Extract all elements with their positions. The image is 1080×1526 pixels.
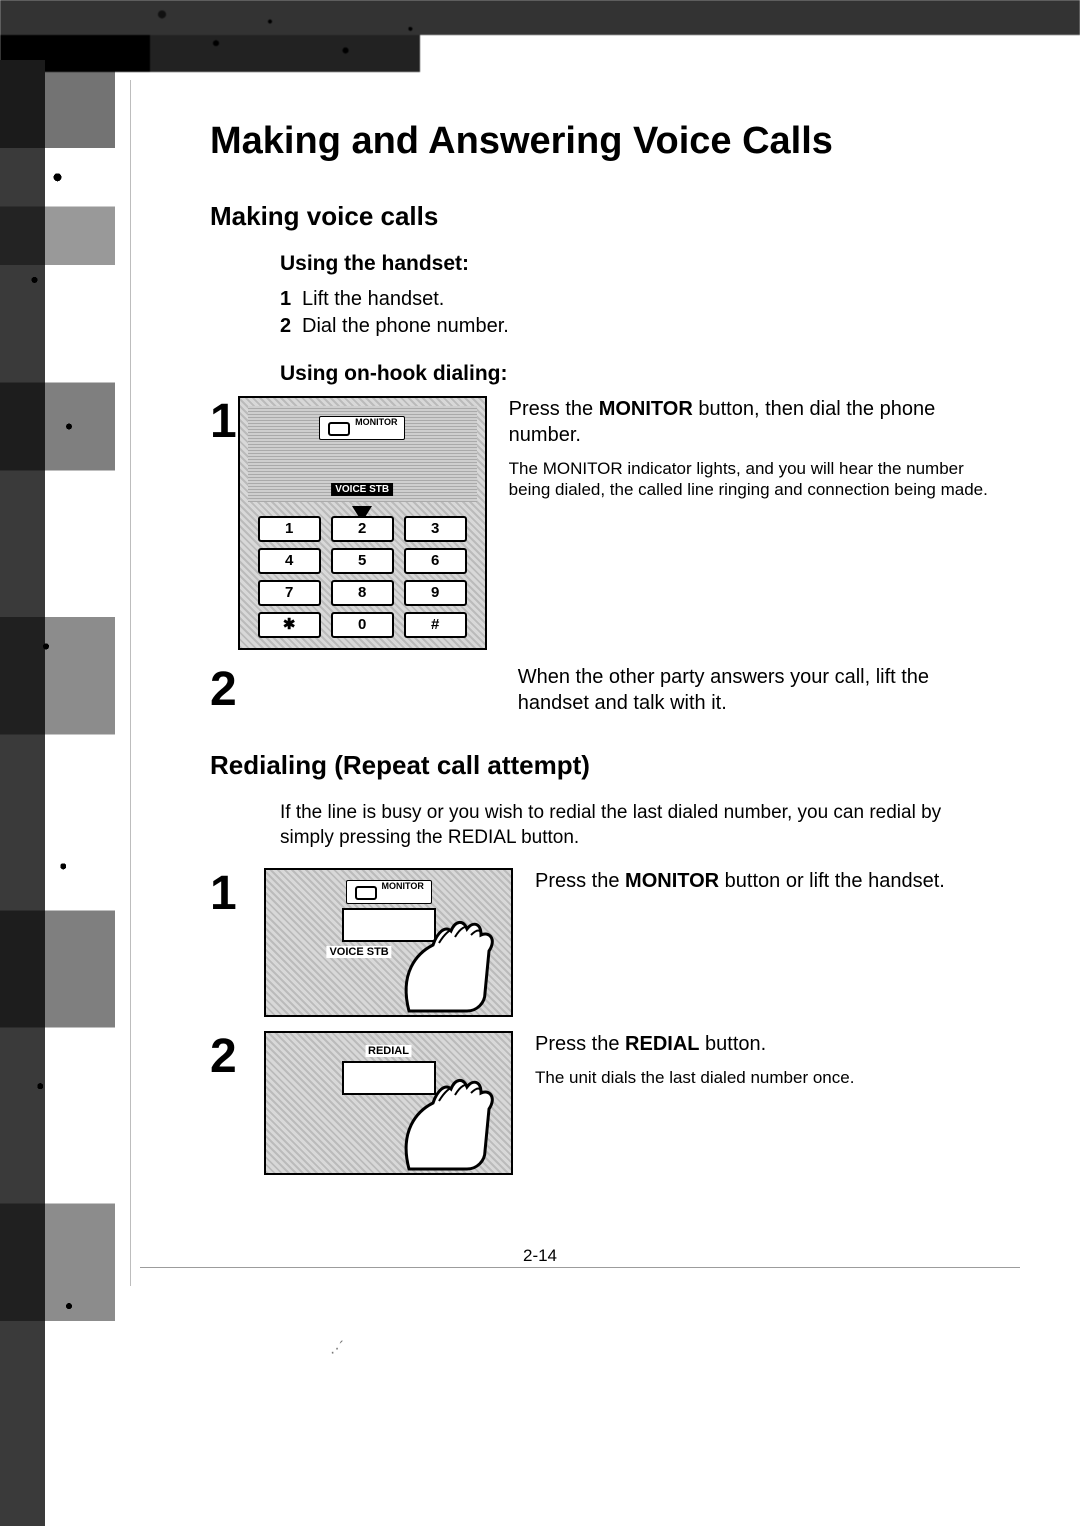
monitor-button-label: MONITOR (381, 881, 425, 891)
redial-step-2-desc: Press the REDIAL button. The unit dials … (513, 1031, 990, 1088)
step-number: 2 (280, 313, 302, 340)
keypad-key: 0 (331, 612, 394, 638)
scan-noise-left (0, 60, 115, 1526)
handset-steps: 1Lift the handset. 2Dial the phone numbe… (210, 286, 990, 340)
handset-step-2: 2Dial the phone number. (280, 313, 990, 340)
footer-rule (140, 1267, 1020, 1268)
keypad-key: 5 (331, 548, 394, 574)
keypad-key: 9 (404, 580, 467, 606)
bold-text: MONITOR (599, 398, 693, 420)
voice-stb-label: VOICE STB (331, 483, 393, 496)
big-step-number: 1 (210, 868, 264, 918)
redial-step-1-desc: Press the MONITOR button or lift the han… (513, 868, 990, 894)
onhook-step-1-desc: Press the MONITOR button, then dial the … (487, 396, 990, 501)
redial-button-label: REDIAL (365, 1045, 412, 1057)
keypad-key: 1 (258, 516, 321, 542)
subheading-onhook: Using on-hook dialing: (210, 362, 990, 386)
keypad-key: 2 (331, 516, 394, 542)
text: Press the (535, 1033, 625, 1055)
page-content: Making and Answering Voice Calls Making … (210, 120, 990, 1189)
subheading-handset: Using the handset: (210, 252, 990, 276)
fine-print: The unit dials the last dialed number on… (535, 1067, 990, 1088)
redial-step-2-row: 2 REDIAL Press the REDIAL button. The un… (210, 1031, 990, 1175)
device-illustration: MONITOR VOICE STB 1 2 3 4 5 6 7 8 9 ✱ 0 … (238, 396, 487, 650)
bold-text: REDIAL (625, 1033, 699, 1055)
keypad-key: 8 (331, 580, 394, 606)
redial-illustration-2: REDIAL (264, 1031, 513, 1175)
section-heading-redial: Redialing (Repeat call attempt) (210, 750, 990, 781)
handset-step-1: 1Lift the handset. (280, 286, 990, 313)
big-step-number: 1 (210, 396, 238, 446)
scan-noise-top (0, 0, 1080, 72)
onhook-step-1-row: 1 MONITOR VOICE STB 1 2 3 4 5 6 7 8 9 ✱ … (210, 396, 990, 650)
monitor-button-label: MONITOR (354, 417, 398, 427)
voice-stb-label: VOICE STB (326, 946, 391, 958)
keypad-key: 6 (404, 548, 467, 574)
device-keypad: 1 2 3 4 5 6 7 8 9 ✱ 0 # (258, 516, 467, 638)
text: When the other party answers your call, … (518, 666, 929, 714)
big-step-number: 2 (210, 664, 251, 714)
big-step-number: 2 (210, 1031, 264, 1081)
step-number: 1 (280, 286, 302, 313)
step-text: Lift the handset. (302, 288, 444, 310)
page-title: Making and Answering Voice Calls (210, 120, 990, 163)
text: button. (700, 1033, 767, 1055)
keypad-key: 7 (258, 580, 321, 606)
page-number: 2-14 (0, 1246, 1080, 1266)
redial-step-1-row: 1 MONITOR VOICE STB Press the MONITOR bu… (210, 868, 990, 1017)
hand-icon (389, 1061, 509, 1171)
onhook-step-2-desc: When the other party answers your call, … (496, 664, 990, 716)
keypad-key: # (404, 612, 467, 638)
device-top-panel: MONITOR VOICE STB (248, 406, 477, 502)
step-text: Dial the phone number. (302, 315, 509, 337)
text: Press the (509, 398, 599, 420)
keypad-key: ✱ (258, 612, 321, 638)
bold-text: MONITOR (625, 870, 719, 892)
hand-icon (389, 903, 509, 1013)
keypad-key: 3 (404, 516, 467, 542)
scan-smudge: .·´ (329, 1339, 346, 1358)
redial-illustration-1: MONITOR VOICE STB (264, 868, 513, 1017)
illustration-spacer (251, 664, 496, 704)
page-fold-line (130, 80, 134, 1286)
keypad-key: 4 (258, 548, 321, 574)
text: button or lift the handset. (719, 870, 945, 892)
onhook-step-2-row: 2 When the other party answers your call… (210, 664, 990, 716)
text: Press the (535, 870, 625, 892)
section-heading-making: Making voice calls (210, 201, 990, 232)
redial-intro: If the line is busy or you wish to redia… (210, 801, 990, 850)
fine-print: The MONITOR indicator lights, and you wi… (509, 458, 990, 501)
